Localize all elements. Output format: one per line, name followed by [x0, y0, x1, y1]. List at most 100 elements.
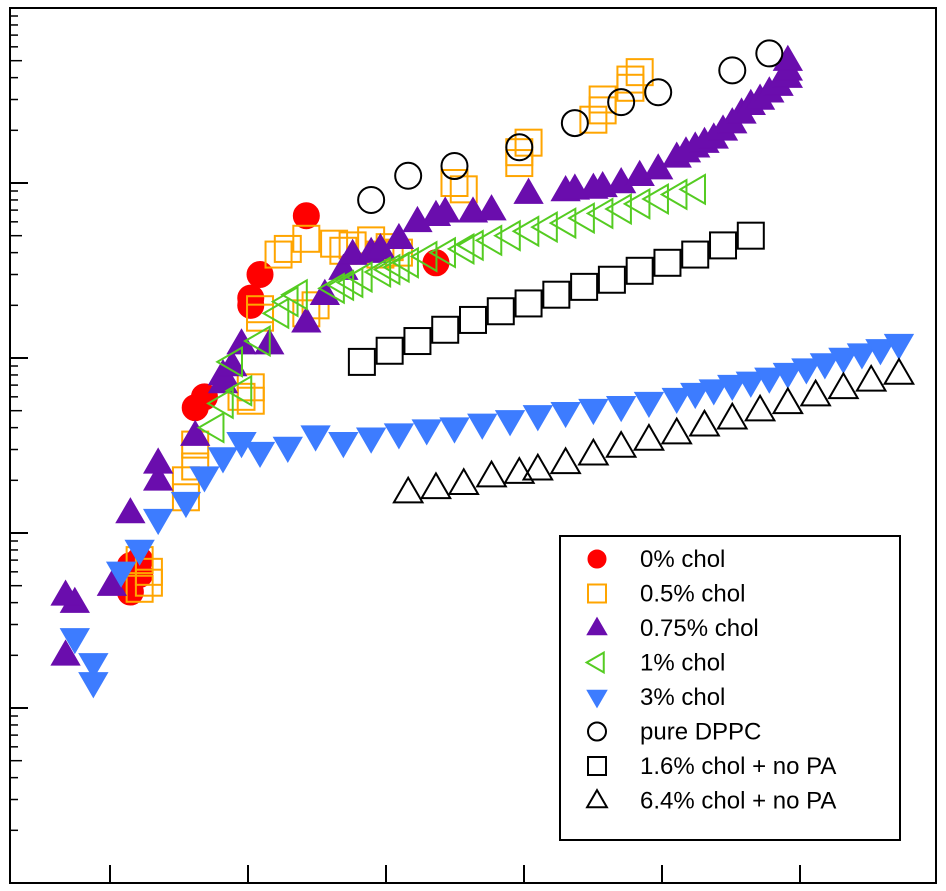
data-point	[134, 557, 163, 586]
data-point	[828, 347, 859, 374]
data-point	[604, 192, 632, 226]
legend-marker	[586, 616, 608, 636]
data-point	[189, 466, 220, 493]
data-point	[170, 491, 202, 519]
data-point	[291, 306, 322, 333]
data-point	[403, 327, 432, 356]
data-point	[50, 639, 81, 666]
data-point	[542, 280, 571, 309]
data-point	[653, 248, 682, 277]
data-point	[717, 374, 748, 402]
data-point	[698, 379, 729, 406]
data-point	[709, 231, 738, 260]
data-point	[300, 425, 331, 452]
data-point	[882, 357, 915, 385]
data-point	[680, 382, 711, 410]
data-point	[142, 508, 174, 536]
data-point	[511, 215, 540, 248]
data-point	[522, 405, 553, 432]
data-point	[215, 345, 243, 378]
legend-marker	[585, 788, 609, 809]
data-point	[244, 441, 276, 469]
data-point	[570, 272, 599, 301]
data-point	[622, 187, 651, 220]
data-point	[273, 234, 302, 263]
data-point	[809, 353, 841, 380]
data-point	[142, 464, 174, 491]
data-point	[476, 194, 507, 221]
data-point	[180, 419, 211, 446]
data-point	[419, 471, 452, 500]
legend: 0% chol 0.5% chol 0.75% chol 1% chol 3% chol…	[559, 535, 901, 841]
data-point	[363, 255, 392, 289]
data-point	[605, 430, 638, 458]
plot-frame	[9, 7, 937, 884]
data-point	[607, 88, 636, 117]
legend-label: 0.5% chol	[640, 581, 745, 608]
data-point	[625, 58, 654, 87]
data-point	[735, 371, 766, 398]
axis-ticks	[10, 7, 801, 884]
data-point	[605, 396, 637, 423]
data-point	[207, 447, 239, 474]
data-point	[521, 452, 554, 481]
data-point	[513, 177, 544, 204]
data-point	[447, 467, 480, 495]
data-point	[243, 325, 271, 358]
data-point	[633, 391, 665, 419]
data-point	[530, 211, 558, 244]
data-point	[411, 419, 442, 446]
data-point	[486, 297, 515, 326]
data-point	[467, 413, 498, 440]
data-point	[456, 229, 484, 262]
data-point	[755, 39, 784, 68]
legend-label: 1.6% chol + no PA	[640, 753, 836, 780]
data-point	[292, 202, 320, 230]
data-point	[430, 196, 461, 223]
data-point	[625, 256, 654, 285]
data-point	[357, 185, 386, 214]
data-point	[59, 628, 90, 655]
data-point	[771, 386, 804, 415]
data-point	[280, 278, 308, 311]
data-point	[632, 423, 665, 451]
data-point	[326, 269, 355, 302]
data-point	[505, 138, 534, 167]
data-point	[431, 315, 460, 344]
data-point	[661, 387, 692, 415]
data-point	[772, 362, 804, 390]
data-point	[217, 350, 248, 377]
data-point	[744, 393, 777, 422]
data-point	[754, 367, 785, 394]
data-point	[597, 265, 626, 294]
data-point	[207, 367, 239, 394]
data-point	[227, 382, 256, 411]
data-point	[196, 411, 225, 444]
data-point	[505, 133, 534, 162]
legend-label: 3% chol	[640, 684, 725, 711]
legend-label: 0.75% chol	[640, 615, 759, 642]
data-point	[328, 432, 359, 459]
data-point	[567, 202, 595, 235]
data-point	[681, 240, 710, 269]
data-point	[78, 653, 109, 680]
data-point	[355, 427, 387, 454]
data-point	[494, 410, 526, 437]
data-point	[865, 339, 896, 366]
data-point	[78, 672, 109, 699]
data-point	[493, 219, 521, 252]
data-point	[644, 78, 673, 107]
data-point	[142, 447, 174, 474]
data-point	[659, 178, 688, 211]
legend-marker	[587, 583, 607, 604]
data-point	[394, 161, 423, 190]
data-point	[392, 475, 425, 504]
data-point	[549, 446, 582, 475]
data-point	[616, 73, 645, 102]
data-point	[578, 398, 609, 426]
data-point	[50, 579, 81, 606]
data-point	[548, 207, 577, 240]
legend-label: 6.4% chol + no PA	[640, 788, 836, 815]
data-point	[577, 437, 610, 466]
data-point	[439, 417, 470, 444]
